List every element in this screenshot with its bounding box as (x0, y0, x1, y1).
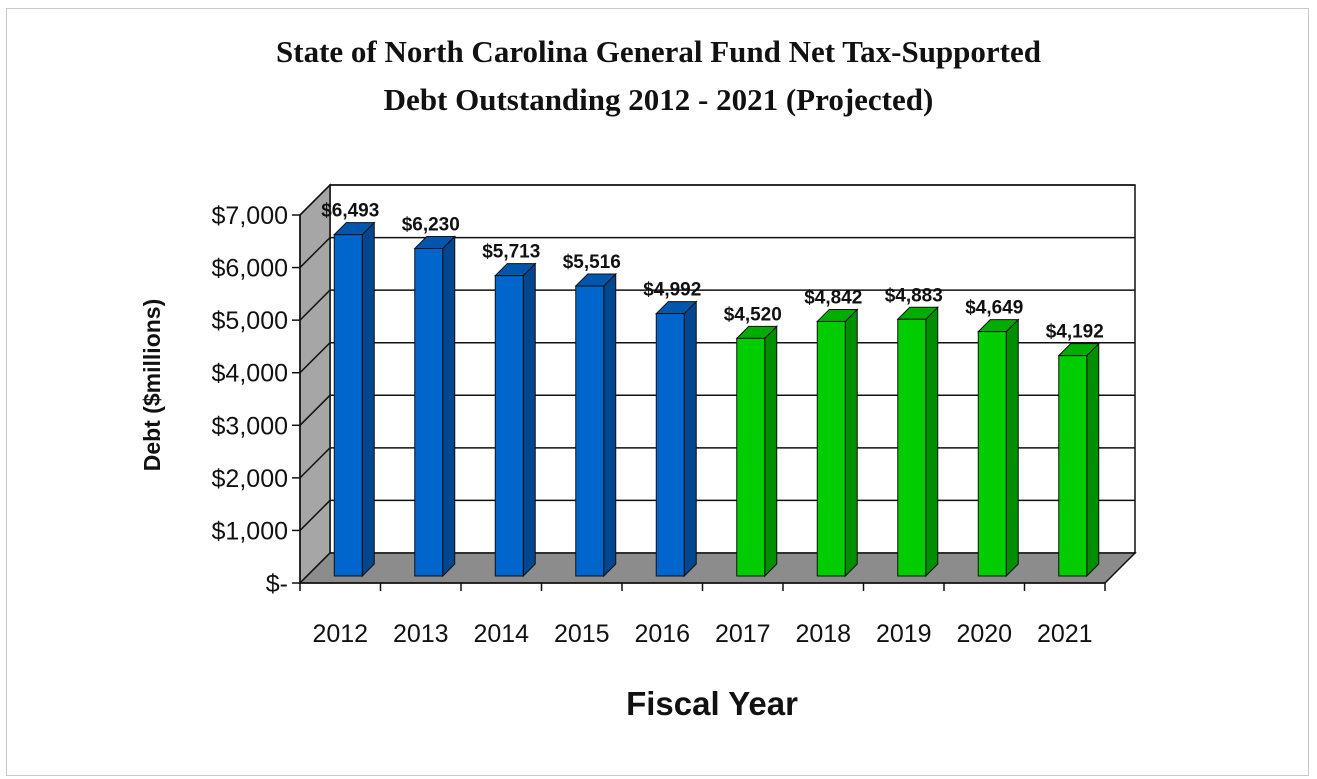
bar-side (683, 300, 697, 578)
y-tick-label: $7,000 (212, 202, 288, 230)
gridline (299, 499, 1135, 531)
x-tick-label: 2017 (715, 620, 771, 648)
x-tick-label: 2012 (312, 620, 368, 648)
bar-side (522, 262, 536, 578)
bar-side (603, 272, 617, 578)
x-tick-label: 2013 (393, 620, 449, 648)
gridline (299, 394, 1135, 426)
data-label: $4,883 (885, 285, 943, 306)
bar-side (844, 308, 858, 578)
labels: $- $1,000 $2,000 $3,000 $4,000 $5,000 $6,000 $7… (212, 201, 1104, 648)
data-label: $4,192 (1046, 322, 1104, 343)
y-axis-title: Debt ($millions) (139, 299, 165, 472)
bar-2013 (413, 235, 456, 578)
bar-2017 (735, 325, 778, 578)
bars (333, 221, 1100, 578)
bar-side (1086, 342, 1100, 578)
axes (292, 214, 1106, 591)
bar-2015 (574, 272, 617, 578)
bar-side (361, 221, 375, 578)
gridline (299, 184, 1135, 216)
data-label: $6,230 (402, 214, 460, 235)
x-tick-label: 2021 (1037, 620, 1093, 648)
bar-side (1005, 318, 1019, 578)
bar-2019 (896, 306, 939, 578)
bar-front (736, 337, 766, 577)
side-wall (299, 183, 331, 585)
bar-2021 (1057, 342, 1100, 578)
gridline (299, 289, 1135, 321)
gridline (299, 236, 1135, 269)
bar-front (333, 234, 363, 577)
bar-side (442, 235, 456, 578)
gridlines (299, 184, 1135, 531)
y-tick-label: $3,000 (212, 412, 288, 440)
gridline (299, 447, 1135, 479)
y-tick-label: $6,000 (212, 255, 288, 283)
bar-side (925, 306, 939, 578)
data-label: $4,649 (965, 298, 1023, 319)
x-tick-label: 2018 (795, 620, 851, 648)
bar-side (764, 325, 778, 578)
x-tick-label: 2019 (876, 620, 932, 648)
y-tick-label: $- (266, 570, 288, 598)
bar-2018 (816, 308, 859, 578)
data-label: $4,520 (724, 304, 782, 325)
x-tick-label: 2020 (956, 620, 1012, 648)
x-axis-title: Fiscal Year (626, 685, 798, 722)
data-label: $6,493 (321, 201, 379, 222)
bar-2012 (333, 221, 376, 578)
bar-front (575, 285, 605, 577)
bar-front (494, 275, 524, 577)
y-tick-label: $2,000 (212, 465, 288, 493)
y-tick-label: $5,000 (212, 307, 288, 335)
data-label: $5,516 (563, 252, 621, 273)
bar-front (897, 318, 927, 577)
bar-2020 (977, 318, 1020, 578)
bar-2016 (655, 300, 698, 578)
bar-front (414, 247, 444, 577)
x-tick-label: 2014 (473, 620, 529, 648)
y-tick-label: $1,000 (212, 517, 288, 545)
chart-title-line2: Debt Outstanding 2012 - 2021 (Projected) (383, 82, 934, 117)
bar-2014 (494, 262, 537, 578)
x-tick-label: 2016 (634, 620, 690, 648)
bar-front (655, 313, 685, 577)
gridline (299, 341, 1135, 374)
data-label: $5,713 (482, 242, 540, 263)
chart-title-line1: State of North Carolina General Fund Net… (276, 34, 1041, 69)
bar-front (816, 320, 846, 577)
data-label: $4,992 (643, 280, 701, 301)
y-tick-label: $4,000 (212, 360, 288, 388)
x-tick-label: 2015 (554, 620, 610, 648)
bar-front (977, 331, 1007, 577)
data-label: $4,842 (804, 287, 862, 308)
bar-front (1058, 355, 1088, 577)
